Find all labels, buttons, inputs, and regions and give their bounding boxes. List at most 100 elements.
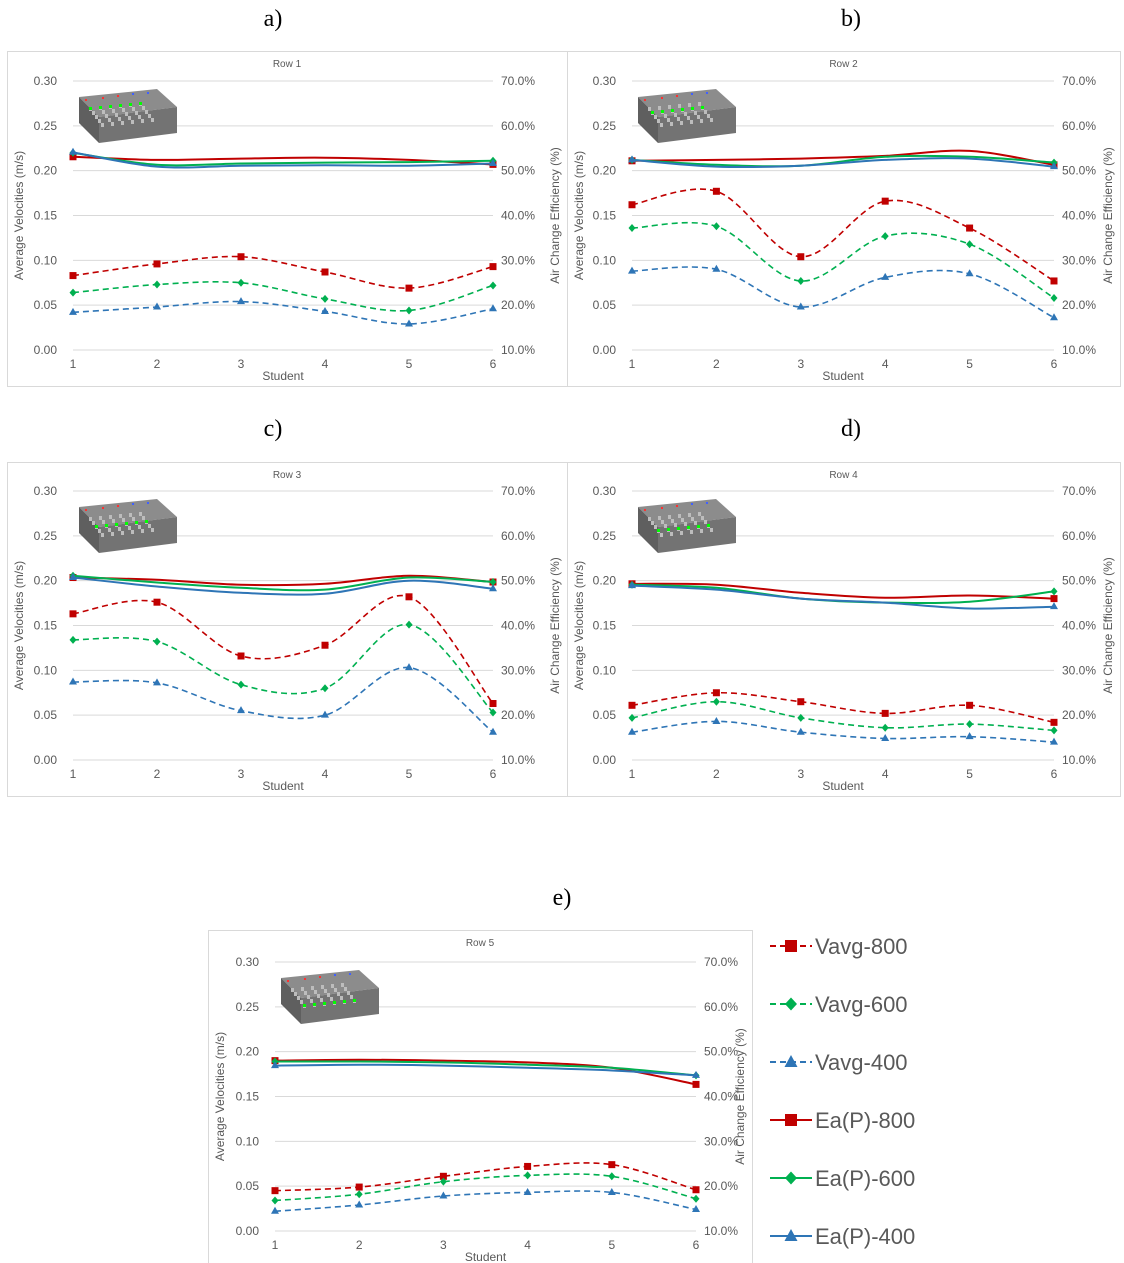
series-line [72,151,494,167]
highlight-row-mark [681,108,684,111]
highlight-row-mark [119,104,122,107]
series-line [274,1190,697,1213]
y-tick-label: 0.30 [34,74,58,88]
desk-mark [658,106,661,110]
legend-item: Vavg-800 [770,934,908,959]
y-tick-label: 0.20 [593,164,617,178]
desk-mark [151,118,154,122]
data-point-marker [355,1183,363,1191]
data-point-marker [692,1080,700,1088]
desk-mark [98,119,101,123]
highlight-row-mark [691,107,694,110]
series-line [72,576,494,596]
data-point-marker [237,652,245,660]
desk-mark [122,518,125,522]
y-tick-label: 0.30 [236,955,260,969]
data-point-marker [881,733,890,741]
desk-mark [307,995,310,999]
data-point-marker [712,716,721,724]
y-tick-label: 0.20 [593,574,617,588]
data-point-marker [153,280,161,289]
y-tick-label: 0.05 [34,298,58,312]
data-point-marker [69,307,77,315]
series-line [72,666,494,733]
y2-tick-label: 50.0% [704,1045,738,1059]
x-tick-label: 4 [882,357,889,371]
y2-tick-label: 10.0% [501,343,535,357]
outlet-mark [349,973,351,975]
desk-mark [138,525,141,529]
data-point-marker [797,276,805,285]
inlet-mark [676,95,678,97]
desk-mark [668,515,671,519]
outlet-mark [706,92,708,94]
desk-mark [700,529,703,533]
y-tick-label: 0.20 [34,574,58,588]
x-axis-label: Student [822,369,864,383]
legend-item: Vavg-400 [770,1050,908,1075]
inlet-mark [661,507,663,509]
x-tick-label: 5 [406,357,413,371]
data-point-marker [237,680,245,689]
desk-mark [674,523,677,527]
y2-axis-label: Air Change Efficiency (%) [548,557,562,694]
desk-mark [141,119,144,123]
desk-mark [700,119,703,123]
y2-tick-label: 30.0% [704,1134,738,1148]
outlet-mark [691,93,693,95]
legend-label: Vavg-600 [815,992,908,1017]
series-line [72,255,494,289]
data-point-marker [1050,718,1058,726]
legend-marker [785,1171,797,1185]
desk-mark [291,988,294,992]
desk-mark [698,512,701,516]
inlet-mark [102,97,104,99]
desk-mark [654,115,657,119]
y-axis-label: Average Velocities (m/s) [213,1032,227,1161]
y2-tick-label: 60.0% [1062,119,1096,133]
y-tick-label: 0.20 [34,164,58,178]
desk-mark [654,525,657,529]
y2-tick-label: 10.0% [704,1224,738,1238]
highlight-row-mark [333,1001,336,1004]
data-point-marker [69,147,77,155]
room-wall-front [658,517,736,553]
data-point-marker [628,266,636,274]
y-tick-label: 0.15 [236,1090,260,1104]
desk-mark [344,987,347,991]
panel-letter-e: e) [553,885,572,911]
data-point-marker [271,1187,279,1195]
x-tick-label: 5 [406,767,413,781]
x-tick-label: 2 [713,357,720,371]
x-axis-label: Student [822,779,864,793]
desk-mark [112,519,115,523]
desk-mark [142,516,145,520]
classroom-thumbnail [638,499,736,553]
series-line [631,720,1055,743]
desk-mark [691,517,694,521]
y2-tick-label: 10.0% [1062,753,1096,767]
desk-mark [125,112,128,116]
data-point-marker [966,720,974,729]
data-point-marker [321,641,329,649]
data-point-marker [524,1171,532,1180]
data-point-marker [692,1194,700,1203]
legend-marker [785,997,797,1011]
y2-axis-label: Air Change Efficiency (%) [1101,147,1115,284]
x-tick-label: 2 [154,767,161,781]
series-line [631,154,1055,168]
y-tick-label: 0.10 [236,1134,260,1148]
data-point-marker [607,1187,616,1195]
series-vavg-400 [69,663,497,735]
x-tick-label: 1 [272,1238,279,1252]
data-point-marker [237,706,245,714]
desk-mark [704,520,707,524]
classroom-thumbnail [79,89,177,143]
x-tick-label: 4 [524,1238,531,1252]
data-point-marker [405,284,413,292]
highlight-row-mark [671,109,674,112]
x-tick-label: 3 [797,767,804,781]
series-vavg-400 [628,716,1058,745]
series-line [631,266,1055,319]
